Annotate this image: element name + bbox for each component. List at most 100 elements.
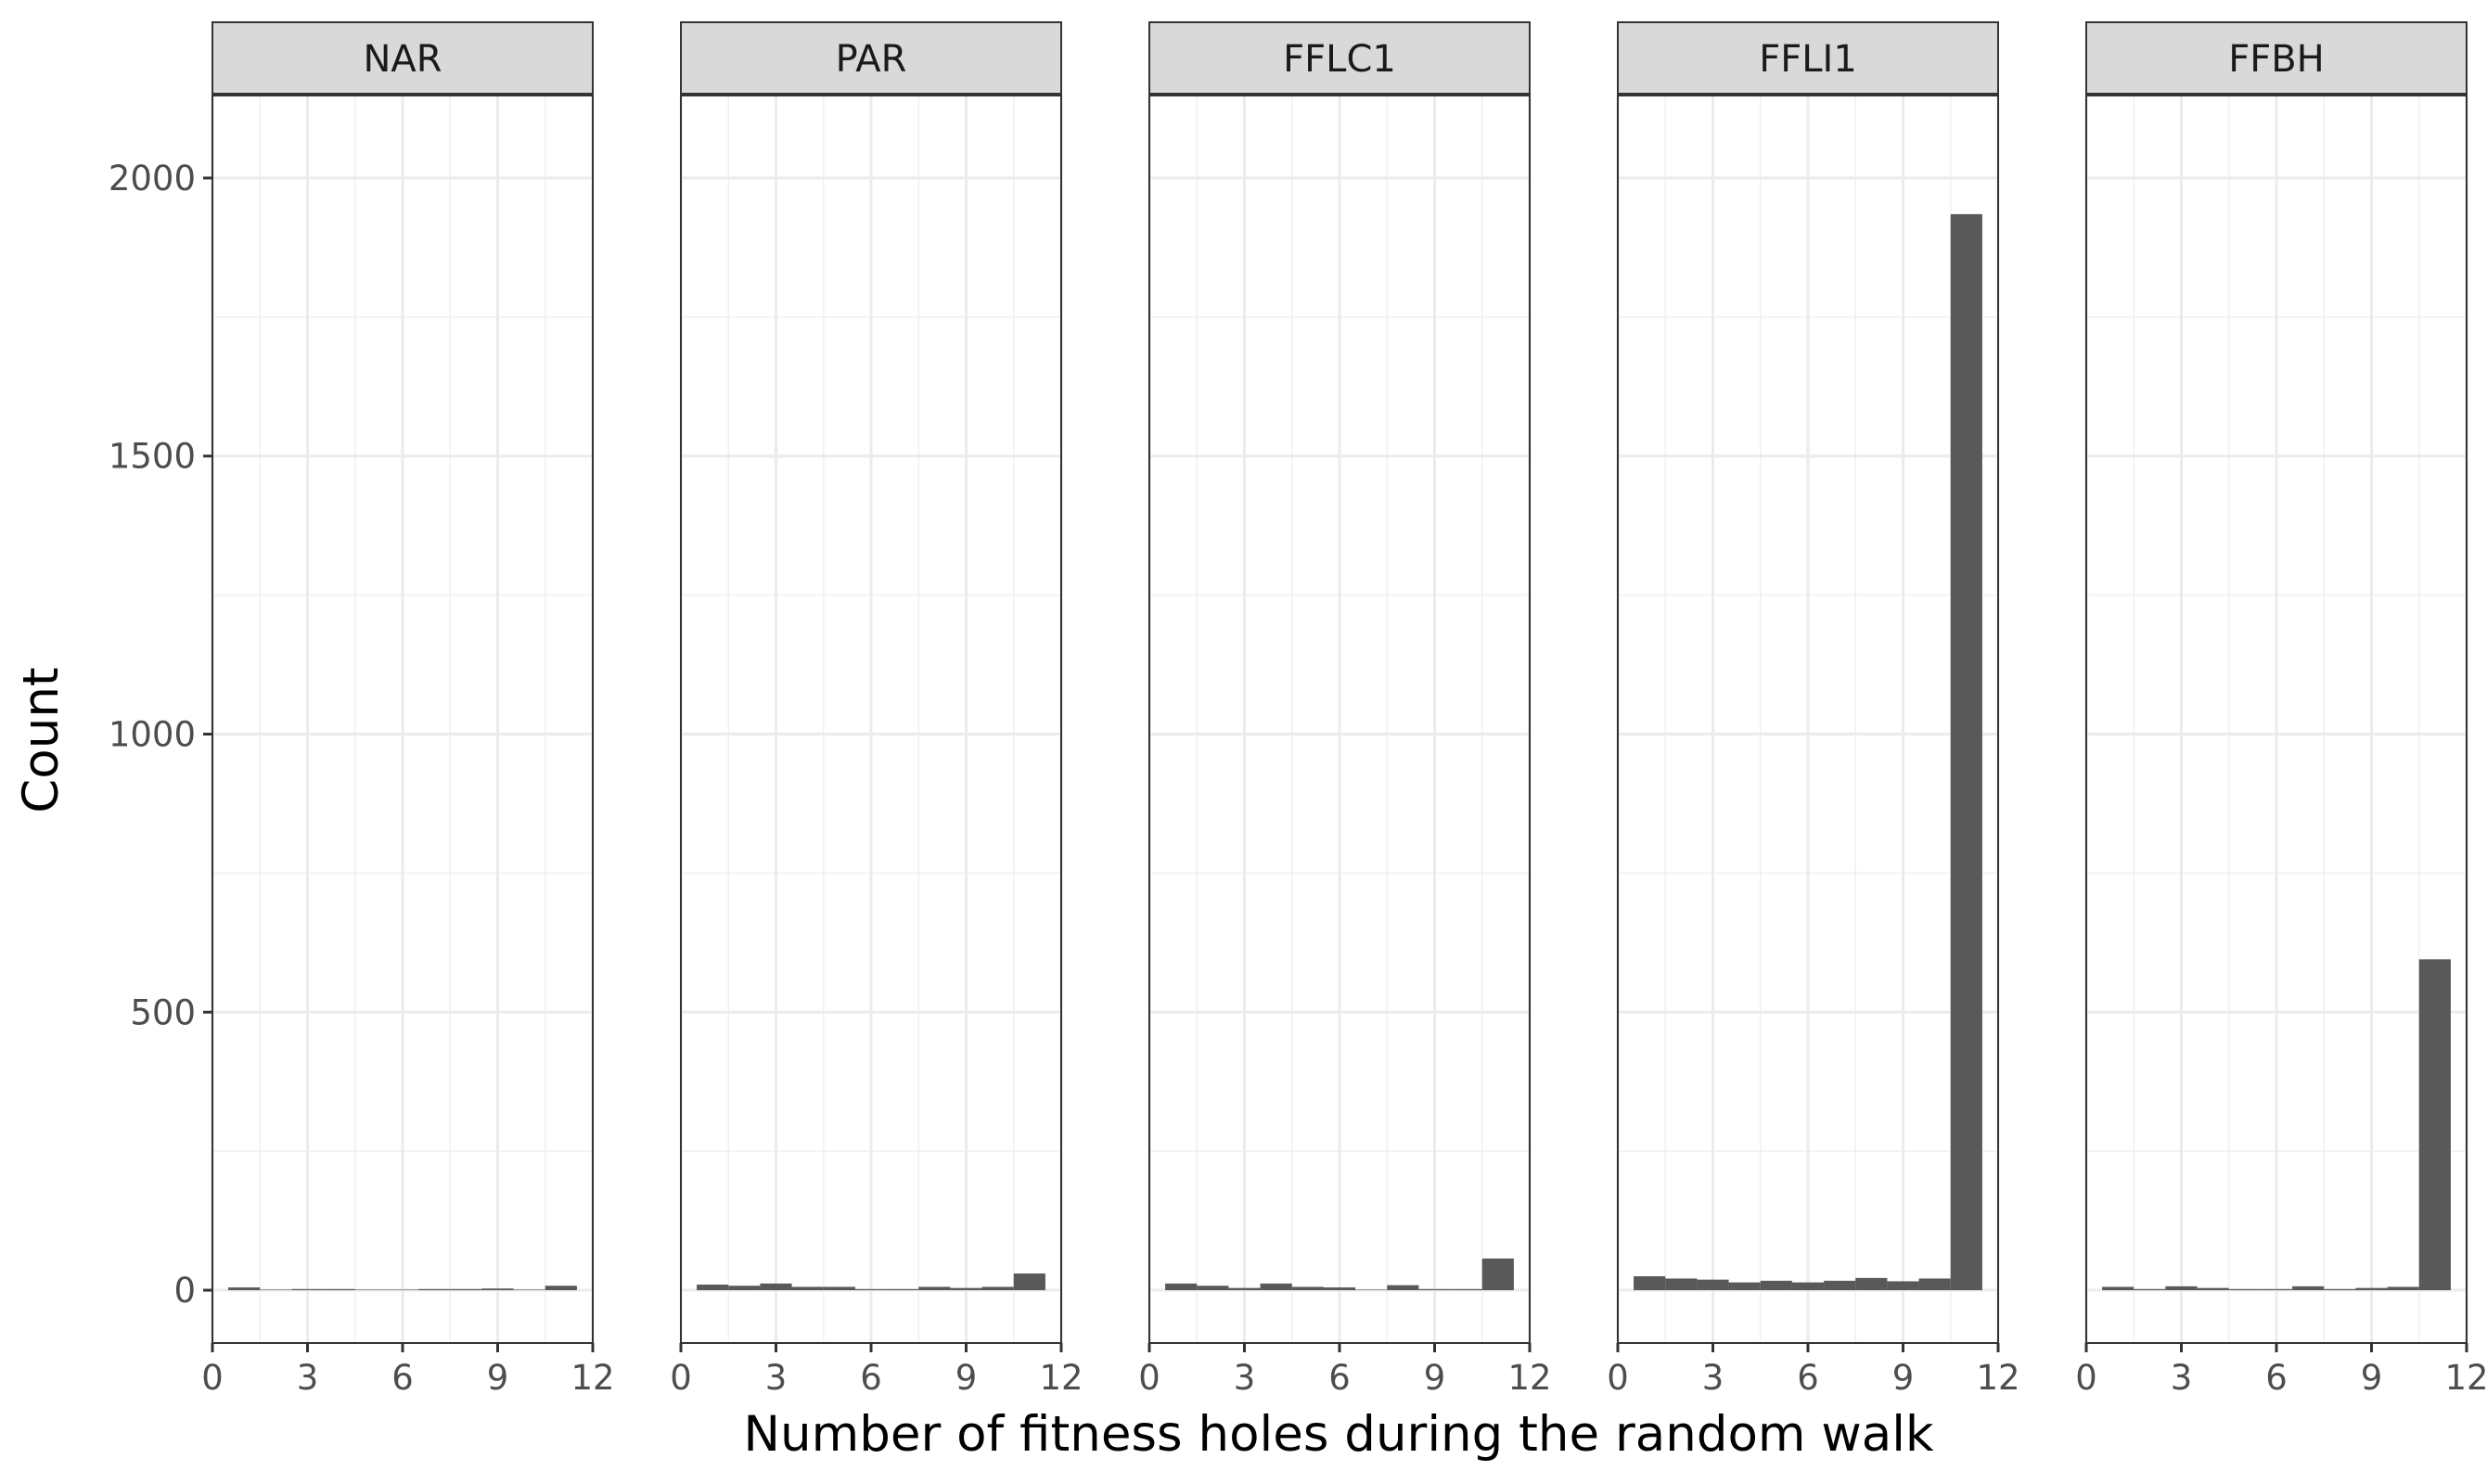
facet-strip-label: FFLI1 [1759, 38, 1857, 81]
x-tick-label: 0 [1138, 1358, 1160, 1398]
histogram-bar [2165, 1286, 2198, 1291]
histogram-bar [1634, 1276, 1666, 1291]
facet-strip-label: FFLC1 [1283, 38, 1396, 81]
histogram-bar [1323, 1287, 1356, 1291]
histogram-bar [450, 1288, 482, 1291]
histogram-bar [1450, 1288, 1482, 1291]
facet-panel-ffbh: FFBH 0 3 6 9 12 [2075, 21, 2487, 1398]
histogram-bar [354, 1289, 387, 1291]
histogram-bar [1418, 1288, 1451, 1291]
y-tick-label: 1000 [109, 714, 196, 754]
x-tick-label: 0 [1607, 1358, 1629, 1398]
x-tick-label: 9 [1892, 1358, 1915, 1398]
histogram-bar [2355, 1287, 2388, 1291]
facet-panel-fflc1: FFLC1 0 3 6 9 12 [1138, 21, 1552, 1398]
histogram-bar [1855, 1277, 1888, 1291]
histogram-bar [1791, 1282, 1825, 1291]
y-axis-title: Count [13, 667, 70, 812]
y-tick-label: 1500 [109, 437, 196, 477]
histogram-bar [1291, 1286, 1324, 1291]
x-tick-label: 3 [765, 1358, 788, 1398]
x-tick-label: 3 [1234, 1358, 1256, 1398]
histogram-bar [2324, 1288, 2356, 1291]
histogram-bar [918, 1286, 951, 1291]
x-tick-label: 9 [1424, 1358, 1446, 1398]
histogram-bar [887, 1288, 919, 1291]
x-tick-label: 3 [2171, 1358, 2193, 1398]
histogram-bar [2134, 1288, 2166, 1291]
x-tick-label: 9 [955, 1358, 978, 1398]
x-tick-label: 0 [201, 1358, 224, 1398]
x-tick-label: 0 [670, 1358, 692, 1398]
facet-panel-par: PAR 0 3 6 9 12 [670, 21, 1083, 1398]
x-axis-title: Number of fitness holes during the rando… [743, 1406, 1934, 1463]
histogram-bar [1887, 1281, 1919, 1291]
histogram-bar [1918, 1278, 1951, 1291]
histogram-bar [513, 1289, 545, 1291]
histogram-bar [854, 1288, 888, 1291]
histogram-bar [2418, 959, 2451, 1291]
histogram-bar [950, 1287, 982, 1291]
x-tick-label: 12 [1976, 1358, 2019, 1398]
histogram-bar [728, 1286, 761, 1291]
x-tick-label: 6 [1797, 1358, 1819, 1398]
facet-panel-nar: NAR 0 3 6 9 12 [201, 21, 615, 1398]
histogram-bar [1260, 1283, 1292, 1291]
facet-strip [1617, 21, 1999, 96]
histogram-bar [481, 1288, 514, 1291]
histogram-bar [1197, 1286, 1229, 1291]
histogram-bar [981, 1286, 1014, 1291]
histogram-bar [1824, 1280, 1856, 1291]
x-tick-label: 6 [860, 1358, 882, 1398]
x-tick-label: 6 [1328, 1358, 1351, 1398]
y-tick-label: 0 [173, 1271, 196, 1311]
facet-panels: NAR 0 3 6 9 12 PAR 0 3 6 9 12 FFLC1 0 3 6 9 12 FFLI1 0 3 6 9 12… [201, 21, 2487, 1398]
histogram-bar [1665, 1278, 1698, 1291]
histogram-bar [228, 1287, 261, 1291]
facet-panel-ffli1: FFLI1 0 3 6 9 12 [1607, 21, 2020, 1398]
histogram-bar [1697, 1279, 1729, 1291]
histogram-bar [1728, 1282, 1761, 1291]
x-tick-label: 9 [487, 1358, 509, 1398]
histogram-bar [2292, 1286, 2325, 1291]
x-tick-label: 6 [2265, 1358, 2288, 1398]
histogram-bar [323, 1288, 355, 1291]
histogram-bar [1950, 213, 1982, 1291]
histogram-bar [1228, 1287, 1261, 1291]
histogram-bar [1013, 1273, 1045, 1291]
y-tick-label: 2000 [109, 159, 196, 198]
x-tick-label: 12 [1507, 1358, 1551, 1398]
facet-strip-label: PAR [836, 38, 907, 81]
x-tick-label: 12 [2444, 1358, 2487, 1398]
histogram-bar [418, 1288, 451, 1291]
histogram-bar [260, 1289, 292, 1291]
x-tick-label: 0 [2075, 1358, 2097, 1398]
histogram-bar [2197, 1287, 2229, 1291]
facet-strip [680, 21, 1062, 96]
histogram-bar [545, 1286, 577, 1291]
histogram-bar [791, 1286, 824, 1291]
histogram-bar [760, 1283, 792, 1291]
histogram-bar [386, 1289, 419, 1291]
facet-strip [212, 21, 594, 96]
histogram-bar [2260, 1288, 2293, 1291]
histogram-bar [291, 1288, 324, 1291]
histogram-bar [2387, 1286, 2419, 1291]
x-tick-label: 12 [570, 1358, 614, 1398]
x-tick-label: 6 [391, 1358, 414, 1398]
histogram-bar [1481, 1258, 1514, 1291]
y-tick-label: 500 [130, 992, 196, 1032]
histogram-bar [2228, 1288, 2261, 1291]
y-axis: 0 500 1000 1500 2000 [109, 159, 212, 1311]
histogram-bar [1165, 1283, 1198, 1291]
histogram-bar [697, 1285, 729, 1291]
facet-strip-label: FFBH [2228, 38, 2325, 81]
histogram-bar [1387, 1285, 1419, 1291]
histogram-bar [2102, 1286, 2134, 1291]
x-tick-label: 9 [2361, 1358, 2383, 1398]
facet-strip [1148, 21, 1531, 96]
histogram-bar [1760, 1280, 1792, 1291]
histogram-bar [1355, 1289, 1388, 1291]
x-tick-label: 3 [1702, 1358, 1724, 1398]
